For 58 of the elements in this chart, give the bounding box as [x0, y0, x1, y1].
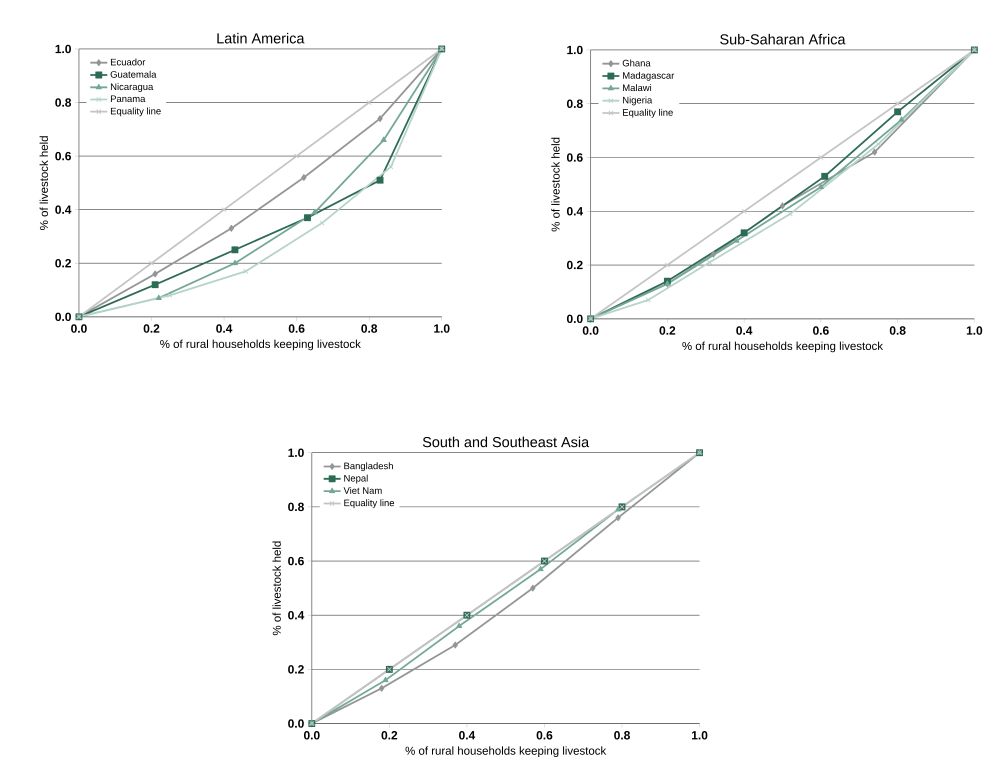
y-axis-title: % of livestock held [551, 138, 560, 232]
x-tick-label: 0.0 [304, 731, 320, 740]
x-tick-label: 0.6 [536, 731, 552, 740]
y-tick-label: 0.8 [288, 502, 304, 512]
chart-title: South and Southeast Asia [422, 436, 590, 448]
legend-label: Equality line [110, 108, 161, 117]
y-axis-title: % of livestock held [40, 136, 48, 230]
y-tick-label: 0.6 [566, 154, 583, 162]
legend-label: Equality line [623, 109, 673, 118]
x-axis-title: % of rural households keeping livestock [682, 342, 884, 353]
x-tick-label: 0.8 [614, 731, 630, 740]
legend-label: Ecuador [110, 58, 146, 66]
y-tick-label: 0.2 [288, 665, 304, 674]
y-tick-label: 0.4 [55, 206, 72, 214]
legend-label: Viet Nam [344, 487, 382, 494]
x-tick-label: 0.2 [144, 324, 160, 334]
y-tick-label: 0.2 [566, 261, 583, 270]
x-tick-label: 0.2 [382, 731, 398, 740]
legend-label: Madagascar [623, 72, 674, 81]
legend-label: Nicaragua [110, 83, 154, 92]
y-tick-label: 0.4 [288, 611, 304, 620]
x-tick-label: 0.8 [361, 324, 378, 334]
x-axis-title: % of rural households keeping livestock [160, 340, 361, 351]
x-tick-label: 0.0 [582, 326, 598, 336]
y-tick-label: 1.0 [288, 448, 304, 458]
y-tick-label: 1.0 [56, 44, 71, 54]
x-tick-label: 1.0 [692, 731, 708, 740]
chart-title: Latin America [217, 33, 304, 44]
x-tick-label: 0.6 [813, 326, 829, 336]
y-tick-label: 0.2 [55, 259, 71, 268]
y-tick-label: 0.6 [55, 152, 72, 161]
y-tick-label: 1.0 [567, 46, 583, 54]
x-tick-label: 0.4 [459, 731, 476, 740]
x-axis-title: % of rural households keeping livestock [406, 746, 606, 758]
x-tick-label: 0.8 [890, 326, 906, 336]
x-tick-label: 0.2 [660, 326, 676, 336]
y-tick-label: 0.6 [288, 557, 304, 566]
y-tick-label: 0.0 [288, 720, 304, 728]
legend-label: Panama [110, 96, 146, 102]
legend-label: Malawi [623, 84, 652, 92]
y-tick-label: 0.0 [55, 312, 71, 322]
legend-label: Nigeria [623, 96, 652, 106]
legend-label: Bangladesh [344, 462, 393, 472]
x-tick-label: 1.0 [434, 324, 450, 334]
x-tick-label: 0.0 [71, 324, 87, 334]
y-tick-label: 0.0 [566, 314, 583, 324]
y-tick-label: 0.8 [566, 100, 583, 108]
x-tick-label: 0.4 [216, 324, 232, 334]
legend-label: Nepal [344, 474, 368, 484]
legend-label: Guatemala [110, 71, 156, 78]
x-tick-label: 0.4 [736, 326, 752, 336]
chart-title: Sub-Saharan Africa [720, 34, 846, 45]
legend-label: Ghana [622, 60, 651, 67]
y-axis-title: % of livestock held [272, 542, 281, 636]
y-tick-label: 0.8 [55, 98, 72, 107]
legend-label: Equality line [344, 500, 394, 508]
x-tick-label: 1.0 [966, 326, 982, 336]
y-tick-label: 0.4 [566, 207, 584, 216]
